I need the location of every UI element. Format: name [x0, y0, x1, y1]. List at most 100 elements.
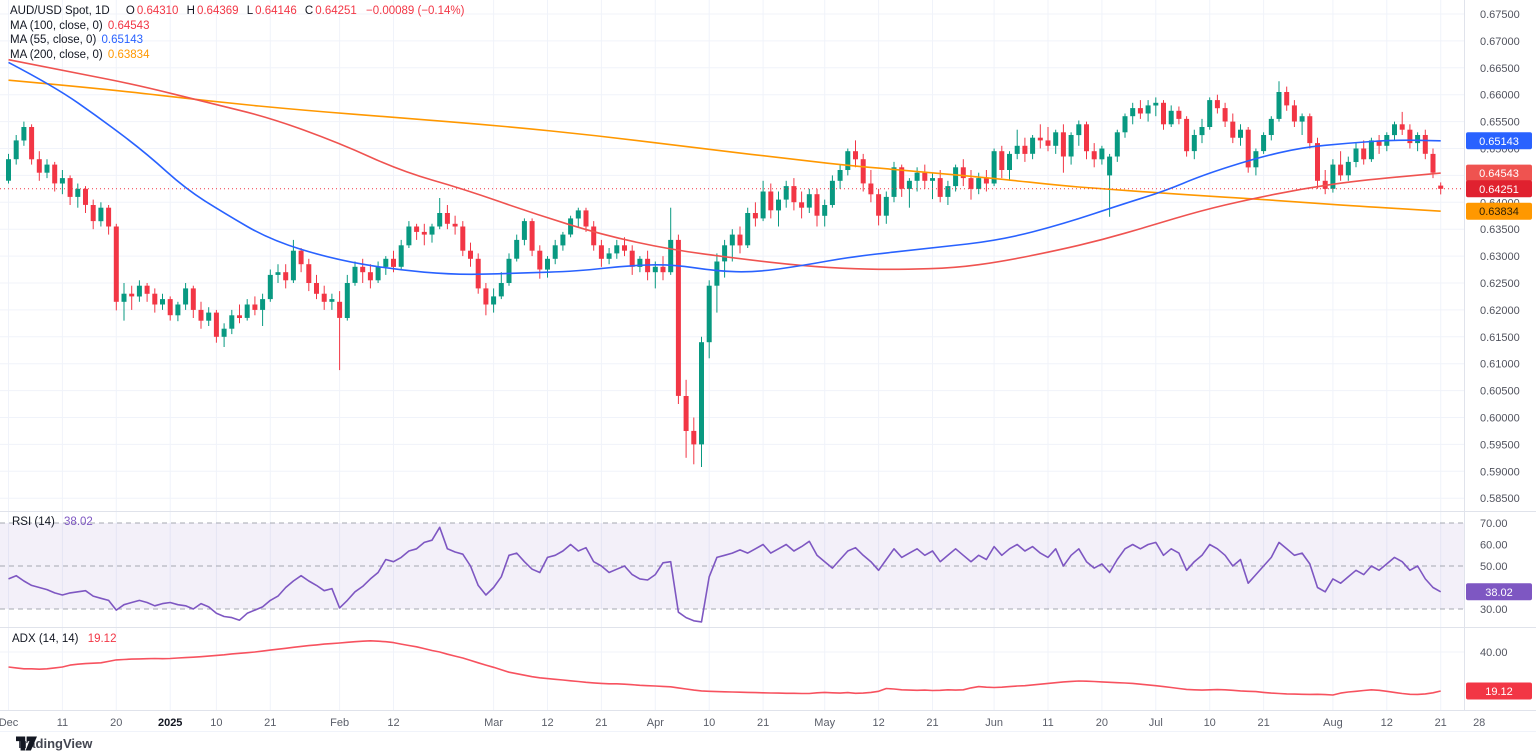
candle — [829, 175, 835, 208]
ma-200-value: 0.63834 — [107, 48, 150, 61]
ma-line-ma-55 — [8, 61, 1441, 276]
symbol-title[interactable]: AUD/USD Spot, 1D — [10, 5, 110, 17]
ma-100-value: 0.64543 — [107, 19, 150, 32]
candle — [1392, 121, 1397, 141]
candle — [321, 285, 327, 310]
candle — [514, 234, 520, 262]
candle — [1330, 159, 1336, 193]
svg-text:0.64543: 0.64543 — [1479, 168, 1519, 180]
svg-text:0.67000: 0.67000 — [1480, 36, 1520, 48]
svg-text:0.63000: 0.63000 — [1480, 251, 1520, 263]
tradingview-logo[interactable]: TradingView — [16, 736, 92, 751]
candle — [452, 215, 458, 235]
ma-100-legend-row[interactable]: MA (100, close, 0) 0.64543 — [10, 19, 464, 34]
candle — [991, 148, 997, 187]
candle — [267, 269, 273, 302]
rsi-label: RSI (14) — [12, 516, 55, 528]
close-label: C — [304, 5, 314, 17]
candle — [229, 309, 235, 335]
ma-200-legend-row[interactable]: MA (200, close, 0) 0.63834 — [10, 48, 464, 63]
candle — [1068, 132, 1074, 165]
candle — [568, 215, 574, 238]
candle — [136, 280, 142, 302]
candlestick-series — [6, 81, 1444, 467]
svg-text:0.63834: 0.63834 — [1479, 206, 1519, 218]
candle — [367, 264, 373, 289]
candle — [1291, 100, 1297, 127]
candle — [629, 245, 635, 275]
candle — [876, 188, 882, 226]
time-axis[interactable]: Dec 11 20 2025 10 21 Feb 12 Mar 12 21 Apr 10 21 May 12 2… — [0, 717, 1485, 729]
candle — [498, 272, 504, 300]
candle — [1345, 156, 1351, 181]
adx-legend-row[interactable]: ADX (14, 14) 19.12 — [12, 633, 116, 645]
candle — [352, 261, 358, 286]
candle — [1222, 102, 1228, 127]
candle — [183, 283, 189, 310]
candle — [360, 258, 366, 283]
svg-text:Jul: Jul — [1149, 717, 1163, 729]
candle — [1022, 137, 1028, 162]
candle — [1076, 120, 1082, 146]
candle — [1099, 145, 1105, 165]
candle — [113, 223, 119, 311]
rsi-value-badge: 38.02 — [1466, 583, 1532, 601]
candle — [983, 170, 989, 192]
candle — [521, 218, 527, 246]
candle — [444, 205, 450, 230]
candle — [175, 301, 181, 322]
candle — [745, 207, 751, 248]
candle — [691, 417, 697, 465]
candle — [1253, 148, 1259, 176]
candle — [968, 170, 974, 200]
candle — [1307, 113, 1313, 149]
svg-text:12: 12 — [541, 717, 553, 729]
rsi-legend-row[interactable]: RSI (14) 38.02 — [12, 516, 93, 528]
candle — [1361, 140, 1367, 165]
price-axis-labels[interactable]: 0.675000.670000.665000.660000.655000.650… — [1480, 9, 1520, 505]
candle — [891, 161, 897, 203]
pane-separators[interactable] — [0, 511, 1536, 711]
rsi-level-lines — [0, 522, 1464, 610]
candle — [167, 296, 173, 321]
candle — [1245, 127, 1251, 173]
low-label: L — [246, 5, 254, 17]
svg-text:21: 21 — [1435, 717, 1447, 729]
candle — [637, 256, 643, 273]
svg-text:0.63500: 0.63500 — [1480, 224, 1520, 236]
ma-55-label: MA (55, close, 0) — [10, 34, 97, 46]
candle — [537, 245, 543, 279]
candle — [860, 153, 866, 192]
candle — [668, 207, 674, 275]
last-price-badge: 0.64251 — [1466, 180, 1532, 198]
rsi-line — [8, 526, 1442, 623]
candle — [375, 261, 381, 283]
candle — [144, 283, 150, 302]
candle — [606, 248, 612, 265]
ma-55-legend-row[interactable]: MA (55, close, 0) 0.65143 — [10, 33, 464, 48]
candle — [1037, 124, 1043, 149]
candle — [883, 191, 889, 224]
candle — [198, 301, 204, 329]
candle — [806, 188, 812, 213]
candle — [59, 170, 65, 195]
adx-value-badge: 19.12 — [1466, 682, 1532, 700]
candle — [1161, 100, 1166, 130]
candle — [1338, 151, 1344, 181]
candle — [922, 164, 928, 189]
adx-line — [8, 640, 1441, 696]
candle — [1261, 132, 1267, 154]
candle — [999, 145, 1005, 179]
candle — [260, 293, 266, 326]
candle — [1084, 121, 1089, 160]
candle — [791, 178, 797, 211]
candle — [98, 202, 104, 227]
svg-text:Mar: Mar — [484, 717, 503, 729]
candle — [1060, 124, 1066, 173]
svg-text:0.61500: 0.61500 — [1480, 332, 1520, 344]
ma-55-value: 0.65143 — [101, 34, 144, 46]
candle — [853, 140, 858, 168]
adx-axis-labels[interactable]: 40.00 — [1480, 647, 1508, 659]
